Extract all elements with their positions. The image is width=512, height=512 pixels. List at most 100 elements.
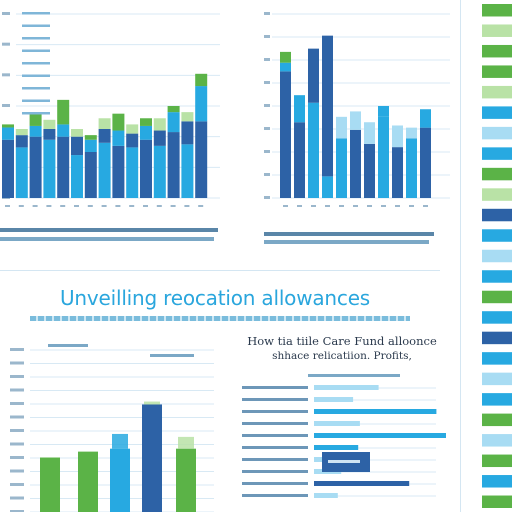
x-tick-label [325, 205, 330, 207]
stripe [482, 126, 512, 140]
bar-segment [406, 127, 417, 139]
bar [40, 457, 60, 512]
stripe [482, 44, 512, 58]
stripe [482, 188, 512, 201]
legend-text-scribble [22, 87, 50, 90]
stripe [482, 4, 512, 17]
bar [314, 433, 446, 438]
bar-segment [308, 48, 319, 103]
row-label-scribble [242, 494, 308, 497]
bar-segment [2, 139, 14, 198]
top-right-chart-svg [264, 12, 450, 244]
bottom-left-chart [0, 336, 224, 512]
top-left-chart-svg [0, 12, 220, 241]
stripe [482, 413, 512, 427]
bar [314, 445, 359, 450]
row-label-scribble [242, 458, 308, 461]
bar [176, 448, 196, 512]
bar-cap [112, 433, 128, 449]
top-right-chart [252, 0, 452, 250]
bar-segment [140, 118, 152, 126]
y-tick-label [264, 58, 270, 61]
bar-segment [195, 121, 208, 198]
y-tick-label [10, 348, 24, 351]
x-tick-label [339, 205, 344, 207]
bar-segment [153, 118, 166, 131]
bar-segment [126, 147, 139, 198]
y-tick-label [10, 442, 24, 446]
top-left-chart [0, 0, 224, 250]
stripe [482, 65, 512, 78]
bar-segment [126, 124, 139, 134]
bar-segment [420, 127, 431, 198]
stripe [482, 270, 512, 283]
y-tick-label [10, 415, 24, 419]
bar-segment [406, 138, 417, 198]
y-tick-label [10, 469, 24, 473]
bar-segment [181, 121, 194, 145]
x-tick-label [297, 205, 302, 207]
bar [314, 481, 410, 486]
subtitle-line-1: How tia tiile Care Fund alloonce [247, 334, 437, 348]
stripe [482, 475, 512, 488]
y-tick-label [264, 173, 270, 176]
y-tick-label [264, 127, 270, 130]
right-stripe-svg [482, 4, 512, 508]
headline: Unveilling reocation allowances [59, 286, 371, 310]
subtitle-line-2: shhace relicatiion. Profits, [272, 350, 412, 362]
stripe [482, 393, 512, 406]
legend-text-scribble [22, 49, 50, 52]
y-tick-label [10, 388, 24, 392]
bar-segment [392, 125, 403, 148]
bar-segment [350, 111, 361, 130]
legend-text-scribble [22, 112, 50, 115]
stripe [482, 229, 512, 242]
row-label-scribble [242, 410, 308, 413]
bar-segment [15, 135, 28, 148]
y-tick-label [2, 12, 10, 15]
bar [314, 385, 379, 390]
y-tick-label [264, 12, 270, 15]
x-tick-label [409, 205, 414, 207]
highlight-text-scribble [328, 460, 360, 463]
bar-segment [336, 138, 347, 198]
caption-scribble [264, 232, 434, 236]
bar-segment [43, 119, 56, 129]
bar-segment [2, 124, 14, 128]
legend-scribble [308, 374, 400, 377]
bar-segment [84, 152, 97, 198]
bar-segment [71, 136, 83, 156]
bar-segment [294, 95, 305, 123]
bar-segment [112, 130, 125, 146]
bar [110, 448, 130, 512]
bar-segment [15, 129, 28, 136]
bar-segment [15, 147, 28, 198]
bar-segment [280, 62, 291, 72]
bar-segment [2, 127, 14, 140]
x-tick-label [170, 205, 176, 207]
y-tick-label [264, 150, 270, 153]
y-tick-label [10, 456, 24, 459]
x-tick-label [46, 205, 52, 207]
bar-segment [336, 116, 347, 139]
bar-segment [392, 147, 403, 198]
bar [314, 397, 354, 402]
bar-cap [144, 401, 160, 405]
bar-segment [294, 122, 305, 198]
bar-segment [364, 143, 375, 198]
bar [314, 409, 437, 414]
y-tick-label [10, 429, 24, 432]
bar-segment [308, 102, 319, 198]
bottom-right-chart [236, 372, 446, 512]
stripe [482, 147, 512, 160]
bar-segment [167, 132, 180, 198]
legend-text-scribble [22, 62, 50, 65]
y-tick-label [2, 104, 10, 107]
bar-segment [322, 35, 333, 177]
stripe [482, 331, 512, 345]
y-tick-label [10, 402, 24, 405]
row-label-scribble [242, 398, 308, 401]
x-tick-label [32, 205, 38, 207]
bar-segment [364, 122, 375, 144]
y-tick-label [2, 73, 10, 77]
